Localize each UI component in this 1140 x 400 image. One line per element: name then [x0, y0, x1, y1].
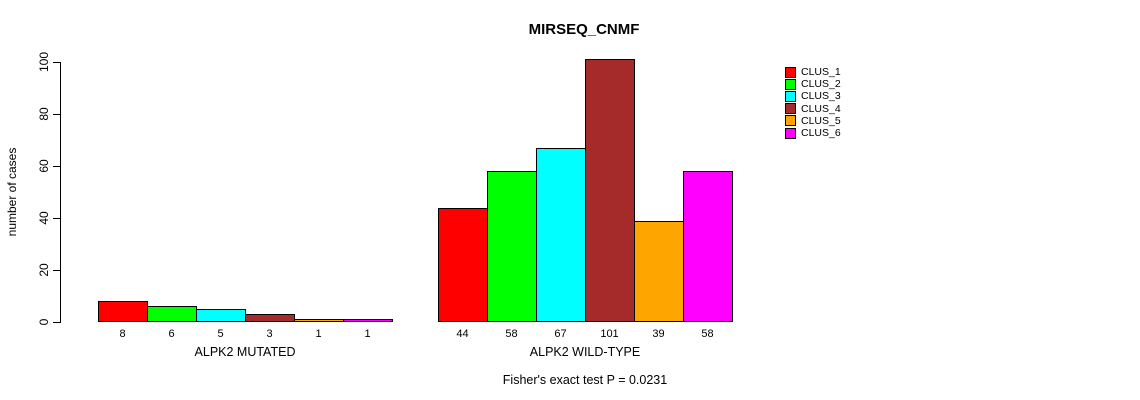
legend-item: CLUS_5: [785, 115, 841, 127]
y-axis-tick: [53, 270, 60, 271]
bar-clus_3-group1: [196, 309, 246, 322]
y-axis-line: [60, 62, 61, 323]
legend-swatch-icon: [785, 103, 796, 115]
y-axis-tick: [53, 166, 60, 167]
bar-clus_5-group2: [634, 221, 684, 322]
y-axis-tick: [53, 62, 60, 63]
bar-value-label: 39: [652, 328, 665, 340]
y-axis-tick-label: 20: [37, 263, 51, 277]
bar-clus_1-group1: [98, 301, 148, 322]
y-axis-tick: [53, 218, 60, 219]
legend-item: CLUS_2: [785, 78, 841, 90]
bar-value-label: 44: [456, 328, 469, 340]
group-label-mutated: ALPK2 MUTATED: [194, 345, 296, 359]
bar-value-label: 5: [217, 328, 224, 340]
bar-clus_4-group2: [585, 59, 635, 322]
y-axis-label: number of cases: [5, 147, 19, 237]
legend-swatch-icon: [785, 78, 796, 90]
legend-swatch-icon: [785, 90, 796, 102]
bar-value-label: 58: [701, 328, 714, 340]
y-axis-tick-label: 80: [37, 107, 51, 121]
y-axis-tick-label: 0: [37, 318, 51, 326]
bar-value-label: 1: [364, 328, 371, 340]
bar-clus_6-group1: [343, 319, 393, 322]
legend: CLUS_1 CLUS_2 CLUS_3 CLUS_4 CLUS_5 CLUS_6: [785, 66, 841, 139]
bar-clus_2-group2: [487, 171, 537, 322]
legend-label: CLUS_4: [801, 102, 841, 115]
bar-clus_6-group2: [683, 171, 733, 322]
bar-value-label: 1: [315, 328, 322, 340]
legend-item: CLUS_3: [785, 90, 841, 102]
legend-label: CLUS_1: [801, 66, 841, 79]
bar-clus_4-group1: [245, 314, 295, 322]
bar-clus_5-group1: [294, 319, 344, 322]
legend-swatch-icon: [785, 127, 796, 139]
legend-item: CLUS_6: [785, 127, 841, 139]
legend-item: CLUS_4: [785, 103, 841, 115]
y-axis-tick: [53, 322, 60, 323]
bar-clus_3-group2: [536, 148, 586, 322]
bar-value-label: 67: [554, 328, 567, 340]
y-axis-tick: [53, 114, 60, 115]
legend-item: CLUS_1: [785, 66, 841, 78]
chart-title: MIRSEQ_CNMF: [528, 21, 640, 38]
bar-value-label: 8: [119, 328, 126, 340]
legend-swatch-icon: [785, 66, 796, 78]
bar-value-label: 6: [168, 328, 175, 340]
bar-value-label: 101: [600, 328, 619, 340]
y-axis-tick-label: 100: [37, 51, 51, 73]
bar-value-label: 3: [266, 328, 273, 340]
y-axis-tick-label: 60: [37, 159, 51, 173]
group-label-wildtype: ALPK2 WILD-TYPE: [529, 345, 641, 359]
fisher-test-annotation: Fisher's exact test P = 0.0231: [502, 373, 668, 387]
legend-label: CLUS_6: [801, 127, 841, 140]
bar-clus_2-group1: [147, 306, 197, 322]
legend-label: CLUS_5: [801, 114, 841, 127]
y-axis-tick-label: 40: [37, 211, 51, 225]
bar-value-label: 58: [505, 328, 518, 340]
legend-swatch-icon: [785, 115, 796, 127]
bar-clus_1-group2: [438, 208, 488, 322]
legend-label: CLUS_2: [801, 78, 841, 91]
legend-label: CLUS_3: [801, 90, 841, 103]
